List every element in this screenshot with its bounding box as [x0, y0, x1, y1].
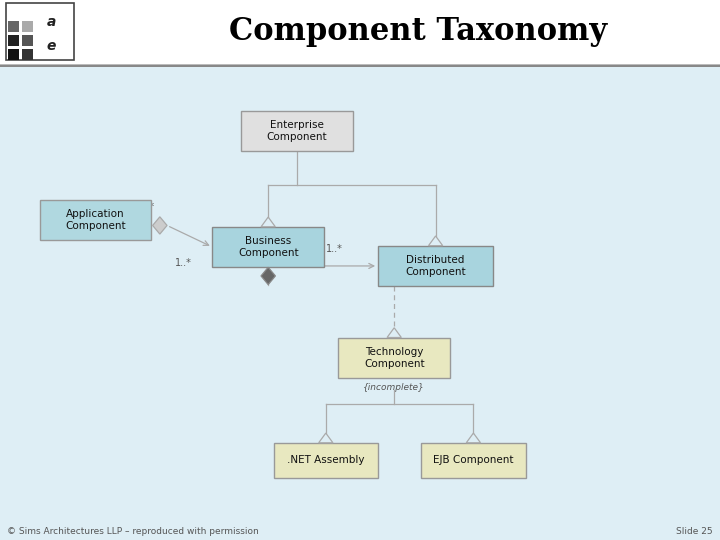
- Text: Application
Component: Application Component: [65, 209, 126, 231]
- Bar: [22, 21, 33, 32]
- Polygon shape: [261, 267, 275, 285]
- Text: *: *: [148, 202, 154, 212]
- FancyBboxPatch shape: [212, 227, 324, 267]
- Text: {incomplete}: {incomplete}: [364, 383, 425, 392]
- Bar: [0, 0, 720, 64]
- Text: Distributed
Component: Distributed Component: [405, 255, 466, 277]
- Text: 1..*: 1..*: [326, 245, 343, 254]
- Text: © Sims Architectures LLP – reproduced with permission: © Sims Architectures LLP – reproduced wi…: [7, 528, 259, 536]
- Bar: [8, 21, 19, 32]
- FancyBboxPatch shape: [338, 338, 450, 378]
- Text: 1..*: 1..*: [175, 258, 192, 268]
- FancyBboxPatch shape: [421, 443, 526, 478]
- Bar: [0, 64, 720, 67]
- Bar: [0, 64, 720, 65]
- Bar: [22, 49, 33, 60]
- Text: .NET Assembly: .NET Assembly: [287, 455, 364, 465]
- FancyBboxPatch shape: [40, 200, 151, 240]
- Text: EJB Component: EJB Component: [433, 455, 513, 465]
- Text: e: e: [46, 39, 56, 53]
- Text: Enterprise
Component: Enterprise Component: [266, 120, 328, 142]
- FancyBboxPatch shape: [274, 443, 378, 478]
- Text: Business
Component: Business Component: [238, 237, 299, 258]
- Bar: [22, 35, 33, 46]
- Text: Component Taxonomy: Component Taxonomy: [228, 16, 607, 48]
- Text: a: a: [46, 15, 56, 29]
- Text: Technology
Component: Technology Component: [364, 347, 425, 369]
- Bar: [8, 35, 19, 46]
- FancyBboxPatch shape: [378, 246, 493, 286]
- Bar: [8, 49, 19, 60]
- Bar: [6, 3, 74, 60]
- Text: Slide 25: Slide 25: [676, 528, 713, 536]
- Polygon shape: [153, 217, 167, 234]
- FancyBboxPatch shape: [241, 111, 353, 151]
